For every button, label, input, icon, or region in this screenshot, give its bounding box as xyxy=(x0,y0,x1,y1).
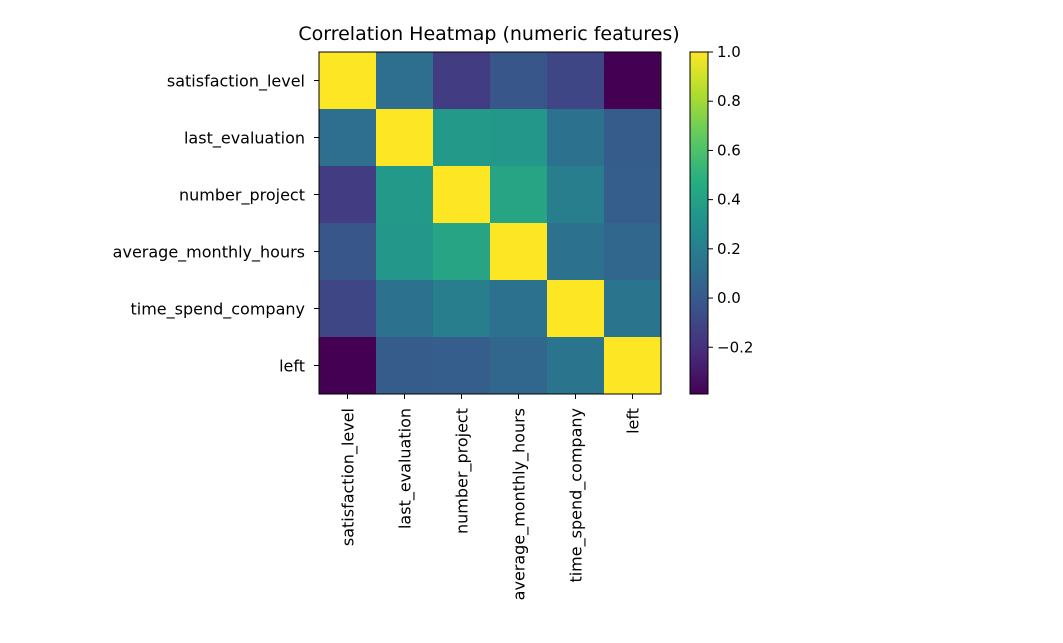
heatmap-cell xyxy=(433,109,491,167)
heatmap-cell xyxy=(376,166,434,224)
heatmap-cell xyxy=(604,223,662,281)
heatmap-cell xyxy=(547,223,605,281)
colorbar-tick-label: −0.2 xyxy=(717,338,753,356)
heatmap-cell xyxy=(319,280,377,338)
heatmap-cell xyxy=(547,280,605,338)
x-tick-label: time_spend_company xyxy=(567,408,587,583)
heatmap-cell xyxy=(547,109,605,167)
heatmap-cell xyxy=(376,52,434,110)
colorbar-tick-label: 0.8 xyxy=(717,92,741,110)
chart-title: Correlation Heatmap (numeric features) xyxy=(298,23,679,45)
heatmap-cell xyxy=(490,109,548,167)
colorbar-tick-label: 0.4 xyxy=(717,191,741,209)
heatmap-cell xyxy=(376,109,434,167)
y-tick-label: time_spend_company xyxy=(130,300,305,320)
x-tick-label: number_project xyxy=(453,408,473,534)
heatmap-cell xyxy=(490,52,548,110)
plot-frame xyxy=(318,51,662,395)
heatmap-cell xyxy=(490,337,548,395)
heatmap-cell xyxy=(433,337,491,395)
x-tick-label: satisfaction_level xyxy=(339,408,359,546)
y-tick-label: average_monthly_hours xyxy=(113,243,305,263)
colorbar-tick-label: 0.6 xyxy=(717,141,741,159)
colorbar xyxy=(689,51,709,395)
heatmap-cell xyxy=(490,166,548,224)
heatmap-cell xyxy=(490,280,548,338)
heatmap-cell xyxy=(547,166,605,224)
heatmap-cell xyxy=(376,223,434,281)
heatmap-cell xyxy=(604,337,662,395)
heatmap-cell xyxy=(376,337,434,395)
heatmap-cell xyxy=(433,166,491,224)
heatmap-cell xyxy=(604,280,662,338)
heatmap-cell xyxy=(319,337,377,395)
colorbar-tick-label: 1.0 xyxy=(717,43,741,61)
colorbar-ticks: 1.0 0.8 0.6 0.4 0.2 0.0 −0.2 xyxy=(708,43,753,356)
y-tick-label: last_evaluation xyxy=(184,129,305,149)
heatmap-cell xyxy=(319,223,377,281)
x-tick-labels: satisfaction_level last_evaluation number_… xyxy=(339,394,643,600)
heatmap-cell xyxy=(433,223,491,281)
heatmap-cell xyxy=(376,280,434,338)
heatmap-cell xyxy=(547,337,605,395)
x-tick-label: average_monthly_hours xyxy=(510,408,530,600)
x-tick-label: last_evaluation xyxy=(396,408,416,529)
colorbar-tick-label: 0.0 xyxy=(717,289,741,307)
heatmap-cell xyxy=(319,109,377,167)
heatmap-cell xyxy=(604,166,662,224)
y-tick-label: satisfaction_level xyxy=(167,72,305,92)
heatmap-cell xyxy=(433,280,491,338)
heatmap-cell xyxy=(604,109,662,167)
heatmap-cell xyxy=(547,52,605,110)
heatmap-cell xyxy=(604,52,662,110)
y-tick-label: number_project xyxy=(179,186,305,206)
heatmap-cell xyxy=(319,166,377,224)
y-tick-labels: satisfaction_level last_evaluation number_… xyxy=(113,72,319,376)
y-tick-label: left xyxy=(279,357,305,376)
heatmap-cell xyxy=(319,52,377,110)
colorbar-tick-label: 0.2 xyxy=(717,240,741,258)
heatmap-cells xyxy=(319,52,662,395)
heatmap-cell xyxy=(490,223,548,281)
x-tick-label: left xyxy=(624,408,643,434)
heatmap-cell xyxy=(433,52,491,110)
